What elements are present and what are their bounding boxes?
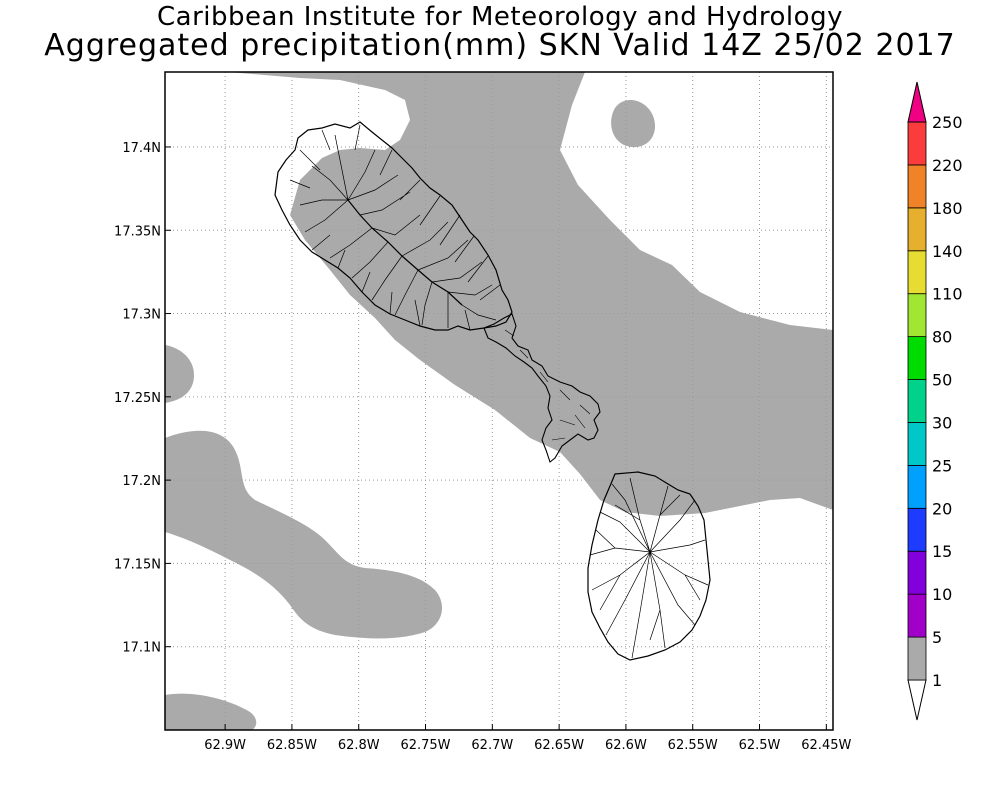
colorbar-label: 10	[932, 585, 952, 604]
x-tick-label: 62.75W	[400, 738, 450, 753]
colorbar-label: 25	[932, 456, 952, 475]
precip-west-edge	[165, 345, 194, 403]
colorbar-label: 180	[932, 199, 963, 218]
colorbar-segment	[907, 636, 927, 681]
colorbar-bottom-arrow	[907, 679, 927, 721]
colorbar-label: 140	[932, 242, 963, 261]
colorbar-label: 110	[932, 285, 963, 304]
nevis-drainage	[589, 477, 709, 659]
x-tick-label: 62.55W	[668, 738, 718, 753]
precip-southwest-band	[165, 430, 443, 639]
precip-north-patch	[335, 72, 470, 100]
st-kitts-island	[274, 121, 513, 331]
colorbar-segment	[907, 464, 927, 509]
precip-southwest-corner	[165, 693, 257, 730]
southeast-peninsula	[483, 313, 601, 463]
colorbar-segment	[907, 121, 927, 166]
y-tick-label: 17.35N	[114, 224, 161, 239]
y-tick-label: 17.25N	[114, 391, 161, 406]
y-tick-label: 17.1N	[122, 641, 161, 656]
colorbar-label: 80	[932, 328, 952, 347]
colorbar-label: 220	[932, 156, 963, 175]
st-kitts-drainage	[289, 124, 501, 331]
x-tick-label: 62.6W	[605, 738, 647, 753]
colorbar-top-arrow	[907, 81, 927, 123]
y-tick-label: 17.15N	[114, 557, 161, 572]
y-axis-ticks: 17.4N 17.35N 17.3N 17.25N 17.2N 17.15N 17.1N	[114, 141, 171, 656]
x-tick-label: 62.7W	[471, 738, 513, 753]
peninsula-coastline	[483, 313, 601, 463]
colorbar-label: 50	[932, 371, 952, 390]
colorbar-label: 20	[932, 499, 952, 518]
colorbar-segment	[907, 550, 927, 595]
nevis-coastline	[587, 471, 711, 661]
colorbar-label: 1	[932, 671, 942, 690]
colorbar-segment	[907, 379, 927, 423]
x-axis-ticks: 62.9W 62.85W 62.8W 62.75W 62.7W 62.65W 62.6W 62…	[204, 724, 851, 753]
x-tick-label: 62.5W	[739, 738, 781, 753]
title-line-2: Aggregated precipitation(mm) SKN Valid 1…	[44, 28, 956, 63]
precip-small-cell	[611, 100, 656, 148]
colorbar-label: 30	[932, 413, 952, 432]
map-frame	[164, 71, 834, 731]
map-grid	[165, 72, 833, 730]
colorbar-segment	[907, 164, 927, 209]
colorbar-segment	[907, 250, 927, 295]
nevis-island	[587, 471, 711, 661]
x-tick-label: 62.65W	[534, 738, 584, 753]
x-tick-label: 62.8W	[338, 738, 380, 753]
colorbar-segment	[907, 207, 927, 252]
colorbar-label: 15	[932, 542, 952, 561]
colorbar-label: 5	[932, 628, 942, 647]
peninsula-drainage	[504, 329, 591, 441]
x-tick-label: 62.85W	[267, 738, 317, 753]
precipitation-shading	[165, 72, 833, 730]
x-tick-label: 62.9W	[204, 738, 246, 753]
colorbar-label: 250	[932, 113, 963, 132]
precip-band-main	[228, 72, 833, 516]
map-plot-area	[165, 72, 833, 730]
colorbar-segment	[907, 422, 927, 466]
y-tick-label: 17.3N	[122, 308, 161, 323]
colorbar-segment	[907, 507, 927, 552]
y-tick-label: 17.4N	[122, 141, 161, 156]
st-kitts-coastline	[274, 121, 513, 331]
colorbar-segment	[907, 593, 927, 638]
colorbar-segment	[907, 293, 927, 338]
title-line-1: Caribbean Institute for Meteorology and …	[157, 2, 843, 32]
y-tick-label: 17.2N	[122, 474, 161, 489]
x-tick-label: 62.45W	[801, 738, 851, 753]
colorbar-segment	[907, 336, 927, 380]
